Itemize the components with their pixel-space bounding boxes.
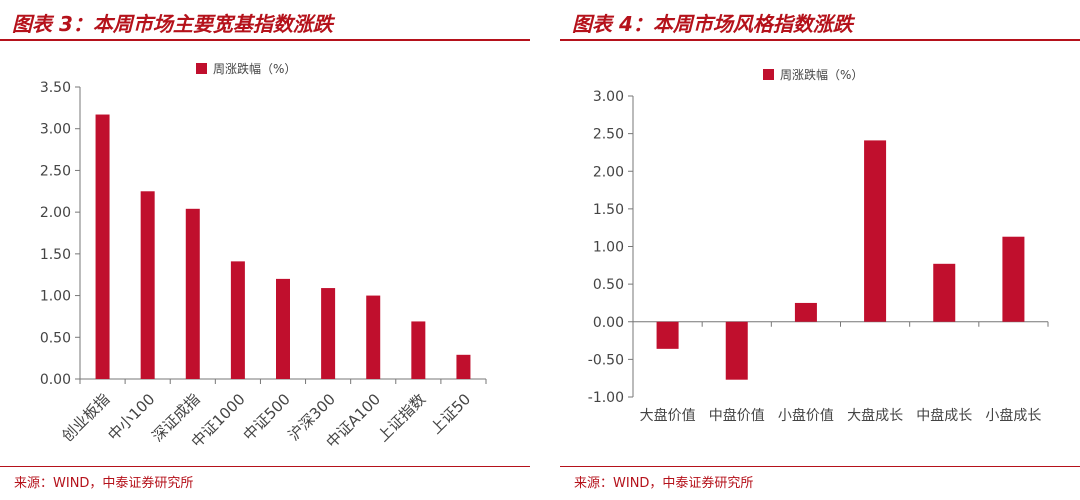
- legend-label: 周涨跌幅（%）: [213, 61, 296, 76]
- source-note: 来源：WIND，中泰证券研究所: [574, 476, 754, 491]
- x-tick-label: 大盘价值: [640, 407, 696, 424]
- bar: [725, 321, 748, 380]
- y-tick-label: 0.50: [593, 277, 624, 293]
- source-note: 来源：WIND，中泰证券研究所: [14, 476, 194, 491]
- bar: [656, 321, 679, 349]
- bar: [411, 321, 426, 379]
- y-tick-label: 1.50: [593, 202, 624, 218]
- y-tick-label: 2.00: [593, 164, 624, 180]
- left-chart-panel: 图表 3：本周市场主要宽基指数涨跌 周涨跌幅（%） 3.50 3.00 2.50 2.0…: [0, 0, 530, 500]
- y-tick-label: 2.50: [40, 163, 71, 179]
- bar: [140, 191, 155, 379]
- bar: [366, 295, 381, 379]
- y-tick-label: 0.50: [40, 330, 71, 346]
- bar: [933, 263, 956, 322]
- y-tick-label: 0.00: [40, 372, 71, 388]
- x-tick-label: 大盘成长: [847, 407, 903, 424]
- y-tick-label: 1.50: [40, 247, 71, 263]
- x-tick-label: 创业板指: [58, 390, 113, 445]
- bar: [185, 208, 200, 379]
- chart-title: 图表 4：本周市场风格指数涨跌: [572, 12, 853, 36]
- y-tick-label: -0.50: [588, 352, 624, 368]
- bar: [864, 140, 887, 322]
- x-tick-label: 小盘价值: [778, 407, 834, 424]
- bar: [230, 261, 245, 379]
- x-tick-label: 小盘成长: [985, 407, 1041, 424]
- y-tick-label: 2.00: [40, 205, 71, 221]
- y-tick-label: 1.00: [40, 289, 71, 305]
- x-tick-label: 中盘价值: [709, 407, 765, 424]
- source-divider: [0, 466, 530, 467]
- y-tick-label: 1.00: [593, 240, 624, 256]
- bar: [1002, 236, 1025, 322]
- y-tick-label: 3.00: [593, 89, 624, 105]
- x-tick-label: 上证指数: [374, 390, 429, 445]
- y-tick-label: -1.00: [588, 390, 624, 406]
- legend-swatch: [763, 69, 774, 80]
- y-tick-label: 0.00: [593, 315, 624, 331]
- x-tick-label: 中证500: [240, 390, 294, 444]
- right-chart-panel: 图表 4：本周市场风格指数涨跌 周涨跌幅（%） 3.00 2.50 2.00 1.50 1…: [560, 0, 1080, 500]
- bar-chart-style-indices: 周涨跌幅（%） 3.00 2.50 2.00 1.50 1.00 0.50 0.00 -0.50…: [588, 67, 1049, 424]
- bar: [794, 302, 817, 322]
- y-tick-label: 3.00: [40, 122, 71, 138]
- x-tick-label: 中盘成长: [916, 407, 972, 424]
- title-divider: [0, 39, 530, 41]
- legend-swatch: [196, 63, 207, 74]
- x-tick-label: 上证50: [427, 390, 474, 437]
- chart-title: 图表 3：本周市场主要宽基指数涨跌: [12, 12, 333, 36]
- bar-chart-broad-indices: 周涨跌幅（%） 3.50 3.00 2.50 2.00 1.50 1.00 0.50 0.00 创…: [40, 61, 487, 452]
- bar: [276, 278, 290, 379]
- x-tick-label: 中小100: [104, 390, 158, 444]
- source-divider: [560, 466, 1080, 467]
- bar: [321, 288, 336, 379]
- bar: [456, 354, 471, 379]
- y-tick-label: 2.50: [593, 127, 624, 143]
- bar: [95, 114, 110, 379]
- legend-label: 周涨跌幅（%）: [780, 67, 863, 82]
- y-tick-label: 3.50: [40, 80, 71, 96]
- title-divider: [560, 39, 1080, 41]
